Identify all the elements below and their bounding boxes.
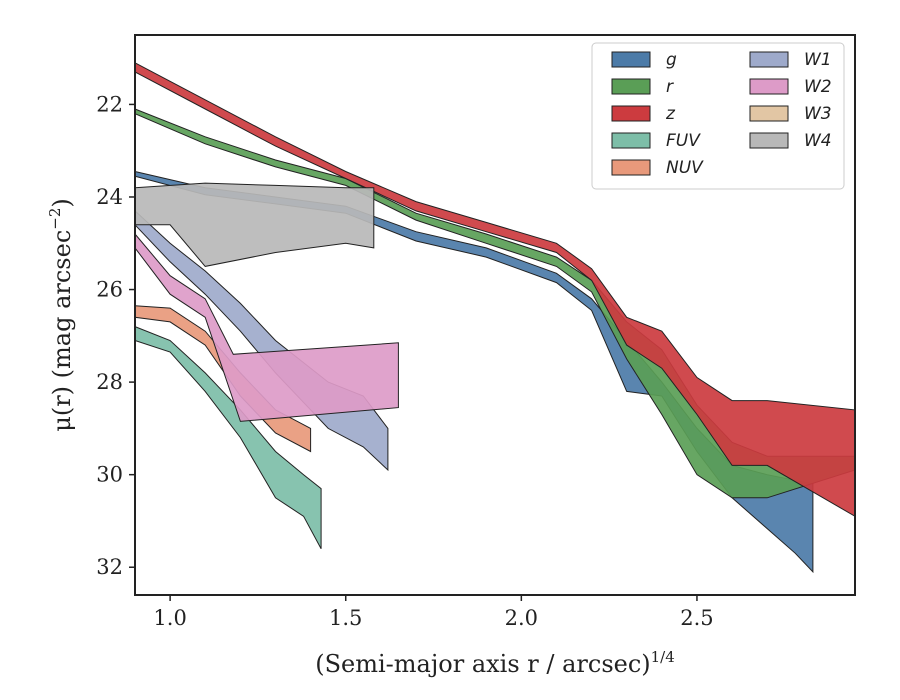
x-axis-title: (Semi-major axis r / arcsec)1/4 bbox=[315, 648, 675, 678]
legend-swatch-w1 bbox=[749, 51, 789, 68]
legend-label-g: g bbox=[666, 50, 677, 70]
y-axis-ticks: 22 24 26 28 30 32 bbox=[96, 92, 135, 579]
y-tick-label: 30 bbox=[96, 463, 123, 487]
x-axis-ticks: 1.0 1.5 2.0 2.5 bbox=[153, 595, 714, 630]
y-tick-label: 32 bbox=[96, 555, 123, 579]
legend-label-fuv: FUV bbox=[666, 131, 701, 151]
x-tick-label: 2.5 bbox=[680, 606, 713, 630]
x-tick-label: 1.5 bbox=[329, 606, 362, 630]
series-band-g bbox=[134, 170, 814, 574]
x-tick-label: 2.0 bbox=[505, 606, 538, 630]
legend-swatch-r bbox=[611, 78, 651, 95]
legend-label-nuv: NUV bbox=[666, 158, 704, 178]
x-tick-label: 1.0 bbox=[153, 606, 186, 630]
series-band-w2 bbox=[134, 232, 399, 422]
legend-swatch-z bbox=[611, 105, 651, 122]
legend-swatch-nuv bbox=[611, 159, 651, 176]
series-band-w4 bbox=[134, 182, 375, 267]
legend-label-z: z bbox=[665, 104, 676, 124]
plot-frame bbox=[134, 34, 856, 596]
legend-swatch-fuv bbox=[611, 132, 651, 149]
y-tick-label: 24 bbox=[96, 185, 123, 209]
legend-label-w3: W3 bbox=[804, 104, 832, 124]
legend-swatch-w4 bbox=[749, 132, 789, 149]
legend-swatch-g bbox=[611, 51, 651, 68]
series-band-fuv bbox=[134, 325, 322, 549]
y-tick-label: 28 bbox=[96, 370, 123, 394]
legend: grz FUV NUV W1 W2 W3 W4 bbox=[591, 42, 845, 190]
y-tick-label: 26 bbox=[96, 278, 123, 302]
y-axis-title: μ(r) (mag arcsec−2) bbox=[46, 198, 76, 432]
legend-label-w2: W2 bbox=[804, 77, 832, 97]
legend-swatch-w3 bbox=[749, 105, 789, 122]
legend-label-w1: W1 bbox=[804, 50, 832, 70]
y-tick-label: 22 bbox=[96, 92, 123, 116]
legend-label-r: r bbox=[666, 77, 674, 97]
legend-swatch-w2 bbox=[749, 78, 789, 95]
legend-label-w4: W4 bbox=[804, 131, 832, 151]
